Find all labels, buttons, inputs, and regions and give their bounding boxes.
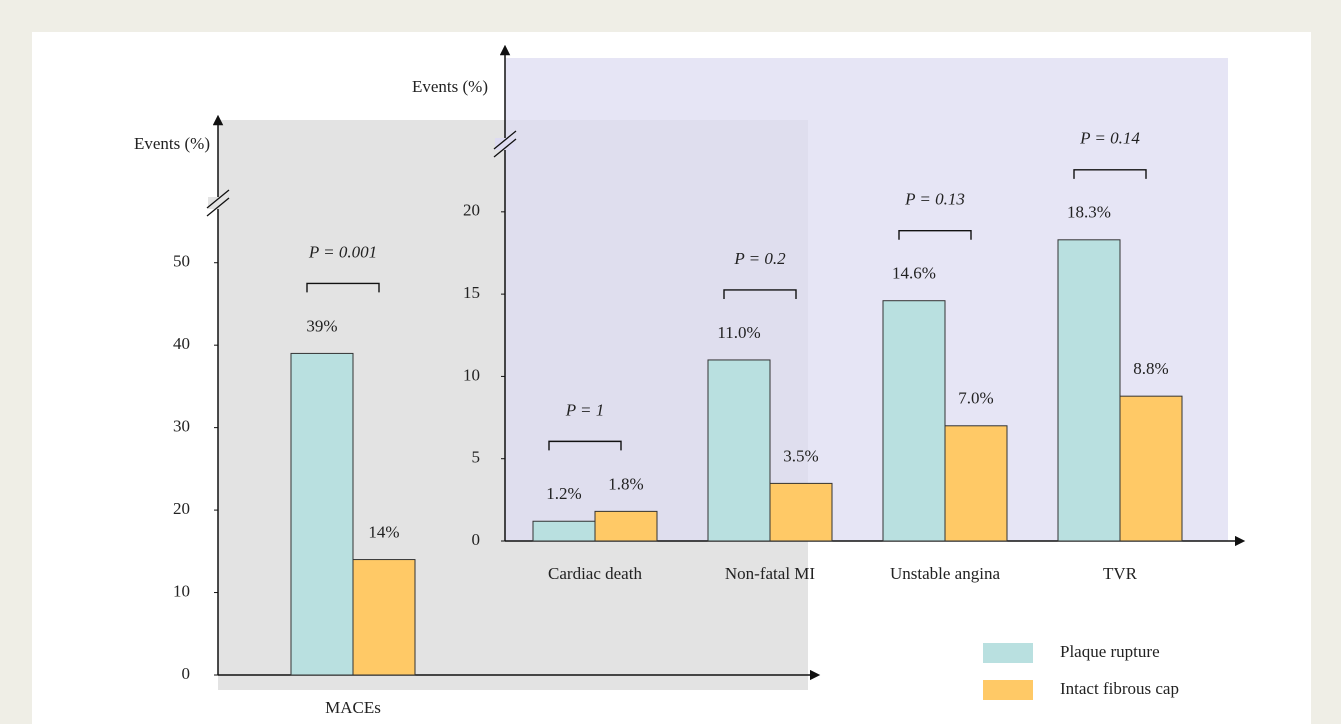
axis-break-mark [493,138,517,158]
x-tick-label: TVR [1103,564,1138,583]
y-tick-label: 20 [463,201,480,220]
bar [352,559,416,676]
bar [532,520,596,542]
data-label: 1.8% [608,474,643,493]
data-label: 8.8% [1133,359,1168,378]
y-tick-label: 15 [463,283,480,302]
y-tick-label: 0 [182,664,191,683]
p-bracket [723,289,797,299]
y-tick-label: 20 [173,499,190,518]
axis-break-mark [206,197,230,217]
y-tick-label: 40 [173,334,190,353]
axis-break [208,197,228,209]
y-axis-label: Events (%) [134,134,210,153]
p-value: P = 0.14 [1079,129,1140,148]
y-tick-label: 10 [463,365,480,384]
bar [882,300,946,542]
data-label: 39% [306,316,337,335]
y-axis-label: Events (%) [412,77,488,96]
data-label: 3.5% [783,446,818,465]
bar [1119,395,1183,542]
data-label: 7.0% [958,389,993,408]
bar [944,425,1008,542]
p-bracket [306,282,380,293]
data-label: 11.0% [717,323,760,342]
p-value: P = 0.001 [308,242,377,261]
p-value: P = 0.13 [904,190,965,209]
legend-swatch [983,643,1033,663]
y-tick-label: 10 [173,581,190,600]
p-value: P = 0.2 [733,249,786,268]
p-bracket [548,440,622,451]
y-tick-label: 0 [472,530,481,549]
y-tick-label: 30 [173,417,190,436]
axis-break-mark [206,189,230,209]
legend-label: Plaque rupture [1060,642,1160,661]
p-bracket [898,230,972,240]
data-label: 1.2% [546,484,581,503]
legend-label: Intact fibrous cap [1060,679,1179,698]
x-tick-label: Unstable angina [890,564,1000,583]
bar [290,352,354,676]
data-label: 14.6% [892,264,936,283]
bar [707,359,771,542]
data-label: 14% [368,522,399,541]
bar [1057,239,1121,542]
p-value: P = 1 [565,400,605,419]
x-tick-label: Cardiac death [548,564,642,583]
bar [594,510,658,542]
data-label: 18.3% [1067,203,1111,222]
y-tick-label: 50 [173,252,190,271]
y-tick-label: 5 [472,448,481,467]
legend-swatch [983,680,1033,700]
x-tick-label: Non-fatal MI [725,564,816,583]
axis-break-mark [493,130,517,150]
bar [769,482,833,542]
axis-break [495,138,515,150]
p-bracket [1073,169,1147,179]
x-tick-label: MACEs [325,698,381,717]
